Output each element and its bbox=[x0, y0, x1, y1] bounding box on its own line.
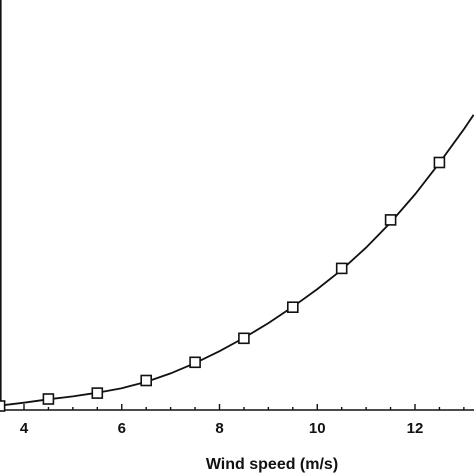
x-tick-label-6: 6 bbox=[118, 420, 126, 437]
data-point-square bbox=[0, 400, 6, 412]
x-tick-label-4: 4 bbox=[20, 420, 29, 437]
data-point-square bbox=[189, 356, 201, 369]
data-point-square bbox=[433, 156, 446, 169]
data-point-square bbox=[335, 262, 348, 275]
x-tick-label-12: 12 bbox=[407, 420, 424, 437]
fitted-curve bbox=[0, 114, 474, 407]
x-axis-ticks: 4 6 8 10 12 bbox=[20, 404, 465, 437]
data-point-square bbox=[42, 393, 55, 405]
data-point-square bbox=[140, 374, 152, 387]
plot-area bbox=[0, 114, 474, 412]
x-axis-title: Wind speed (m/s) bbox=[206, 456, 338, 473]
data-point-square bbox=[286, 301, 299, 314]
data-point-square bbox=[91, 387, 104, 399]
x-tick-label-8: 8 bbox=[215, 420, 223, 437]
data-point-square bbox=[238, 332, 250, 345]
data-point-square bbox=[384, 214, 397, 226]
axes bbox=[0, 0, 474, 411]
x-tick-label-10: 10 bbox=[309, 420, 326, 437]
